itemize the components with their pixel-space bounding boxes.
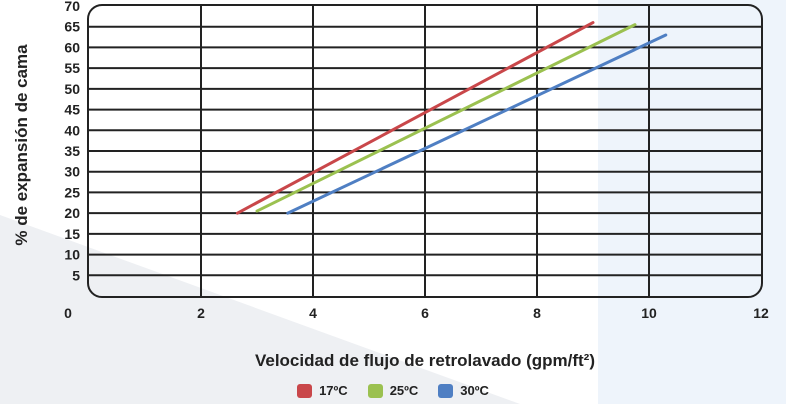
legend-item-25: 25ºC: [367, 383, 419, 398]
legend-swatch-30: [438, 383, 454, 398]
legend-item-30: 30ºC: [438, 383, 489, 398]
y-tick-label: 30: [64, 164, 80, 180]
legend: 17ºC 25ºC 30ºC: [0, 383, 786, 398]
legend-item-17: 17ºC: [297, 383, 348, 398]
y-tick-label: 60: [64, 39, 80, 55]
x-axis-title: Velocidad de flujo de retrolavado (gpm/f…: [255, 351, 595, 370]
y-tick-label: 5: [72, 267, 80, 283]
plot-frame: [87, 4, 763, 298]
series-lines: [235, 21, 668, 215]
y-tick-label: 70: [64, 0, 80, 14]
y-tick-label: 50: [64, 81, 80, 97]
y-tick-label: 35: [64, 143, 80, 159]
y-tick-label: 20: [64, 205, 80, 221]
series-line: [235, 21, 595, 215]
series-line: [286, 33, 668, 215]
x-tick-label: 8: [533, 305, 541, 321]
y-tick-label: 40: [64, 122, 80, 138]
x-tick-label: 12: [753, 305, 769, 321]
legend-swatch-25: [367, 383, 383, 398]
y-tick-label: 15: [64, 226, 80, 242]
series-line: [255, 23, 637, 213]
y-tick-labels: 5 10 15 20 25 30 35 40 45 50 55 60 65 70: [64, 0, 80, 283]
x-tick-label: 0: [64, 305, 72, 321]
y-tick-label: 10: [64, 247, 80, 263]
y-tick-label: 65: [64, 19, 80, 35]
grid: [89, 6, 761, 296]
y-tick-label: 55: [64, 60, 80, 76]
legend-label-17: 17ºC: [319, 383, 348, 398]
legend-swatch-17: [297, 383, 313, 398]
x-tick-label: 4: [309, 305, 317, 321]
legend-label-30: 30ºC: [460, 383, 489, 398]
x-tick-labels: 0 2 4 6 8 10 12: [64, 305, 769, 321]
x-tick-label: 6: [421, 305, 429, 321]
x-tick-label: 10: [641, 305, 657, 321]
legend-label-25: 25ºC: [389, 383, 419, 398]
y-tick-label: 25: [64, 184, 80, 200]
x-tick-label: 2: [197, 305, 205, 321]
y-tick-label: 45: [64, 102, 80, 118]
y-axis-title: % de expansión de cama: [12, 44, 31, 246]
